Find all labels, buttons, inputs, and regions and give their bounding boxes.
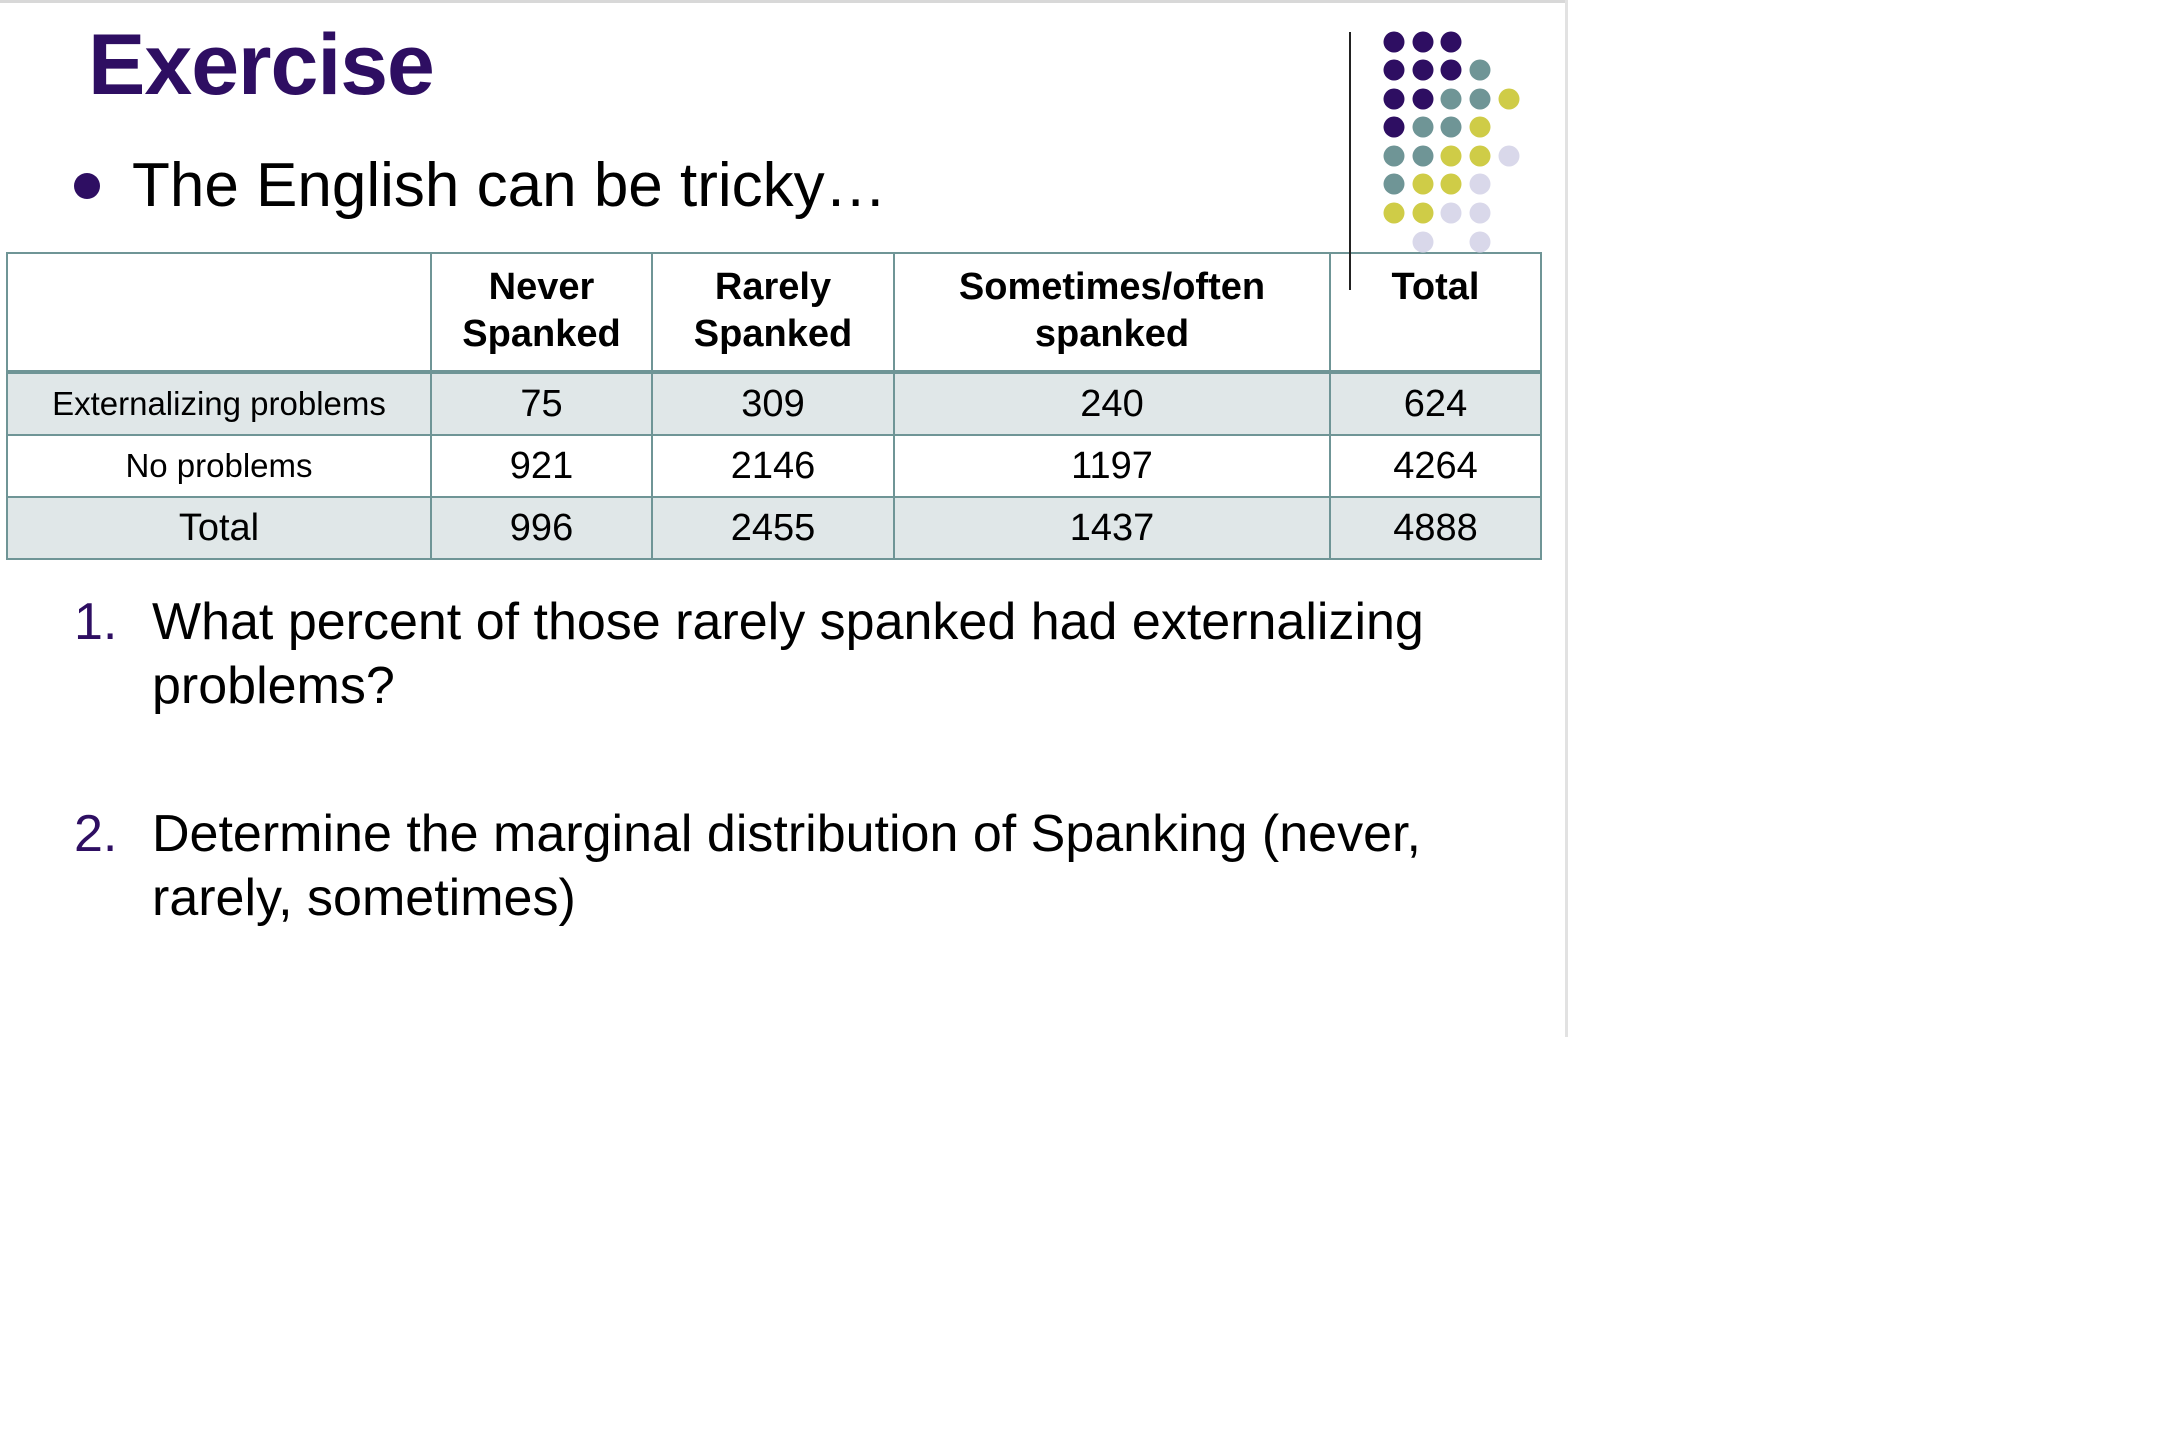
table-row: Externalizing problems 75 309 240 624 [6, 371, 1542, 436]
right-border [1565, 0, 1568, 1037]
table-row: No problems 921 2146 1197 4264 [6, 434, 1542, 498]
decorative-dot-icon [1440, 59, 1462, 81]
decorative-dot-icon [1412, 173, 1434, 195]
table-header-row: Never Spanked Rarely Spanked Sometimes/o… [6, 252, 1542, 374]
decorative-dot-icon [1469, 59, 1491, 81]
table-cell: 4264 [1329, 434, 1542, 498]
table-header-sometimes: Sometimes/often spanked [893, 252, 1331, 374]
table-header-never-line: Never Spanked [462, 266, 621, 355]
table-cell: 2146 [651, 434, 895, 498]
decorative-dot-icon [1440, 173, 1462, 195]
table-cell: 1197 [893, 434, 1331, 498]
decorative-dot-icon [1383, 145, 1405, 167]
decorative-dot-icon [1412, 145, 1434, 167]
subtitle-bullet: The English can be tricky… [74, 150, 887, 222]
decorative-dot-icon [1383, 31, 1405, 53]
table-cell: 2455 [651, 496, 895, 560]
row-label: Externalizing problems [6, 371, 432, 436]
table-header-rarely-line: Rarely Spanked [693, 266, 853, 355]
decorative-dot-icon [1412, 116, 1434, 138]
decorative-dot-icon [1412, 31, 1434, 53]
decorative-dot-icon [1469, 145, 1491, 167]
bullet-dot-icon [74, 173, 100, 199]
decorative-dot-icon [1440, 116, 1462, 138]
decorative-dot-icon [1469, 88, 1491, 110]
list-item: 2. Determine the marginal distribution o… [74, 802, 1494, 930]
top-border [0, 0, 1568, 3]
decorative-dot-icon [1412, 88, 1434, 110]
question-text: What percent of those rarely spanked had… [152, 593, 1424, 715]
question-list: 1. What percent of those rarely spanked … [74, 590, 1494, 930]
table-cell: 624 [1329, 371, 1542, 436]
table-cell: 1437 [893, 496, 1331, 560]
decorative-dot-icon [1383, 116, 1405, 138]
decorative-dot-icon [1440, 145, 1462, 167]
decorative-dot-icon [1412, 59, 1434, 81]
question-number: 1. [74, 593, 118, 651]
decorative-dot-icon [1469, 173, 1491, 195]
table-cell: 921 [430, 434, 653, 498]
table-header-sometimes-line: Sometimes/often spanked [958, 266, 1266, 355]
contingency-table: Never Spanked Rarely Spanked Sometimes/o… [6, 252, 1542, 560]
decorative-dot-icon [1498, 88, 1520, 110]
decorative-dot-icon [1440, 88, 1462, 110]
decorative-vertical-line [1349, 32, 1351, 290]
decorative-dot-icon [1412, 231, 1434, 253]
table-cell: 75 [430, 371, 653, 436]
question-text: Determine the marginal distribution of S… [152, 805, 1421, 927]
decorative-dot-icon [1469, 231, 1491, 253]
decorative-dot-icon [1440, 31, 1462, 53]
decorative-dot-icon [1383, 59, 1405, 81]
table-header-rarely: Rarely Spanked [651, 252, 895, 374]
decorative-dot-icon [1440, 202, 1462, 224]
table-cell: 996 [430, 496, 653, 560]
subtitle-text: The English can be tricky… [132, 151, 887, 220]
table-cell: 309 [651, 371, 895, 436]
slide-title: Exercise [88, 17, 435, 113]
decorative-dot-icon [1412, 202, 1434, 224]
table-row: Total 996 2455 1437 4888 [6, 496, 1542, 560]
table-header-cell [6, 252, 432, 374]
slide: Exercise The English can be tricky… Neve… [0, 0, 1568, 1037]
row-label: Total [6, 496, 432, 560]
decorative-dot-icon [1469, 202, 1491, 224]
row-label: No problems [6, 434, 432, 498]
decorative-dot-icon [1383, 202, 1405, 224]
list-item: 1. What percent of those rarely spanked … [74, 590, 1494, 718]
question-number: 2. [74, 805, 118, 863]
table-cell: 240 [893, 371, 1331, 436]
decorative-dot-icon [1383, 88, 1405, 110]
table-header-total: Total [1329, 252, 1542, 374]
decorative-dot-icon [1498, 145, 1520, 167]
decorative-dot-icon [1383, 173, 1405, 195]
table-header-never: Never Spanked [430, 252, 653, 374]
table-cell: 4888 [1329, 496, 1542, 560]
decorative-dot-icon [1469, 116, 1491, 138]
